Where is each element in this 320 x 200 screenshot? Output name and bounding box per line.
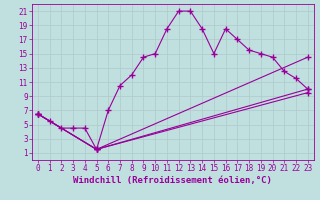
X-axis label: Windchill (Refroidissement éolien,°C): Windchill (Refroidissement éolien,°C) [73,176,272,185]
